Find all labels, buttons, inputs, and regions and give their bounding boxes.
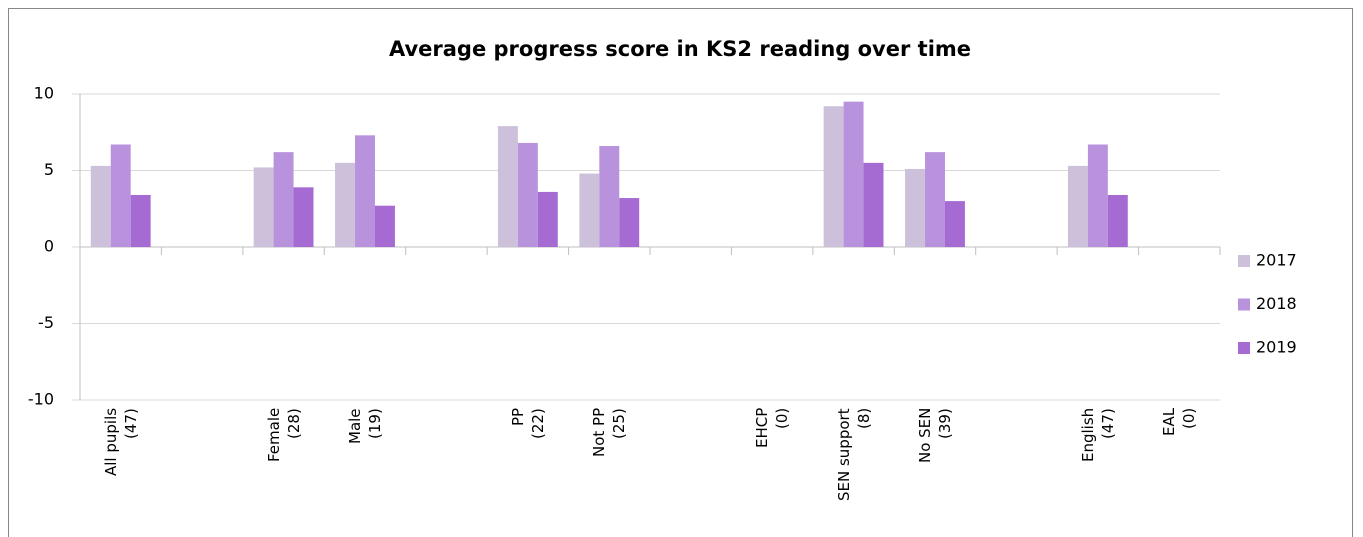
legend-swatch <box>1238 255 1250 267</box>
bar <box>130 194 151 247</box>
bar <box>293 187 314 247</box>
bar <box>599 146 620 247</box>
bar <box>90 165 111 247</box>
y-tick-label: 0 <box>44 237 54 256</box>
bar <box>619 198 640 247</box>
bar <box>1107 194 1128 247</box>
bar <box>335 162 356 247</box>
bar <box>823 106 844 248</box>
bar <box>497 126 518 247</box>
bar <box>1087 144 1108 247</box>
bar <box>517 142 538 247</box>
bar <box>925 152 945 247</box>
x-tick-label: All pupils (47) <box>101 408 140 477</box>
x-tick-label: EHCP (0) <box>753 408 792 449</box>
x-tick-label: No SEN (39) <box>916 408 954 464</box>
bar <box>579 173 600 247</box>
bar <box>374 205 395 247</box>
x-tick-label: English (47) <box>1078 408 1117 463</box>
legend-label: 2018 <box>1256 294 1297 313</box>
legend-label: 2019 <box>1256 338 1297 357</box>
x-tick-label: Not PP (25) <box>590 408 629 458</box>
x-tick-label: Male (19) <box>346 408 384 444</box>
legend-swatch <box>1238 342 1250 354</box>
legend-swatch <box>1238 298 1250 311</box>
bar <box>253 167 274 247</box>
y-tick-label: 10 <box>34 84 54 103</box>
y-tick-label: -5 <box>38 313 54 332</box>
y-tick-label: 5 <box>44 160 54 179</box>
bar <box>843 101 864 248</box>
bar <box>863 162 884 247</box>
x-tick-label: EAL (0) <box>1160 408 1199 437</box>
chart-frame <box>8 8 1353 537</box>
x-tick-label: PP (22) <box>508 408 547 439</box>
bar <box>905 168 926 247</box>
x-tick-label: Female (28) <box>264 408 303 463</box>
bar <box>110 144 131 247</box>
legend-label: 2017 <box>1256 251 1297 270</box>
bar <box>1067 165 1088 247</box>
bar <box>944 201 965 247</box>
chart-title: Average progress score in KS2 reading ov… <box>389 37 971 61</box>
y-tick-label: -10 <box>28 390 54 409</box>
bar <box>537 191 558 247</box>
bar <box>355 135 375 247</box>
bar <box>273 152 294 247</box>
x-tick-label: SEN support (8) <box>834 408 873 501</box>
